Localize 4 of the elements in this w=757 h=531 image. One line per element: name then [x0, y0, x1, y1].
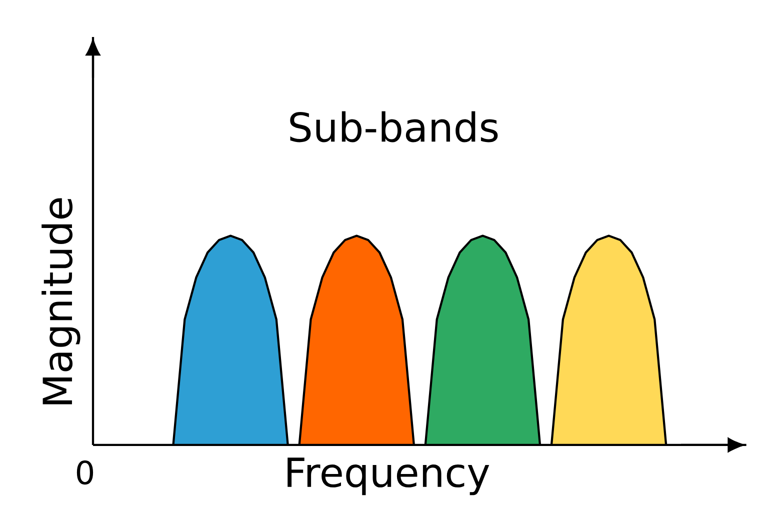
text: 0 — [76, 460, 94, 485]
x-axis-title: Frequency — [288, 458, 490, 496]
chart-title: Sub-bands — [290, 111, 498, 142]
y-axis-title: Magnitude — [42, 198, 80, 404]
